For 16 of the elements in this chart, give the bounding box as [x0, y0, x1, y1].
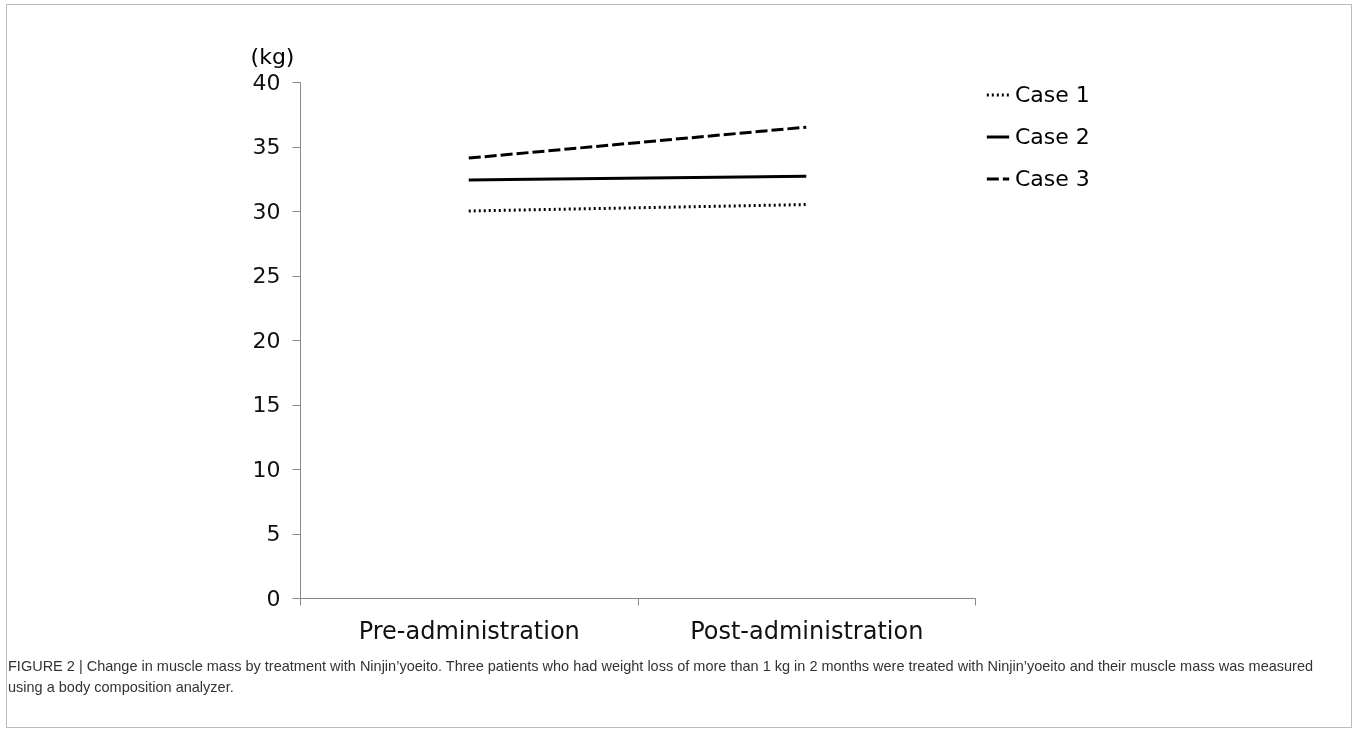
caption: FIGURE 2 | Change in muscle mass by treatment with Ninjin’yoeito. Three patients who had weight loss of more than 1 kg in 2 months were treated with Ninjin’yoeito and their muscle mass was measured using a body composition analyzer.	[8, 657, 1315, 697]
y-tick-label: 20	[252, 327, 281, 353]
y-tick-label: 30	[252, 198, 281, 224]
x-tick-label: Pre-administration	[358, 616, 580, 645]
y-tick-label: 10	[252, 456, 281, 482]
y-tick-label: 5	[266, 521, 281, 546]
y-axis-title: (kg)	[250, 43, 295, 69]
legend-label: Case 1	[1015, 82, 1090, 107]
x-tick-label: Post-administration	[690, 616, 924, 645]
legend-label: Case 3	[1015, 166, 1090, 191]
y-tick-label: 35	[252, 134, 281, 159]
y-tick-label: 40	[252, 69, 281, 95]
y-tick-label: 25	[252, 263, 281, 288]
y-tick-label: 0	[266, 585, 281, 611]
y-tick-label: 15	[252, 392, 281, 417]
legend-label: Case 2	[1015, 124, 1090, 149]
